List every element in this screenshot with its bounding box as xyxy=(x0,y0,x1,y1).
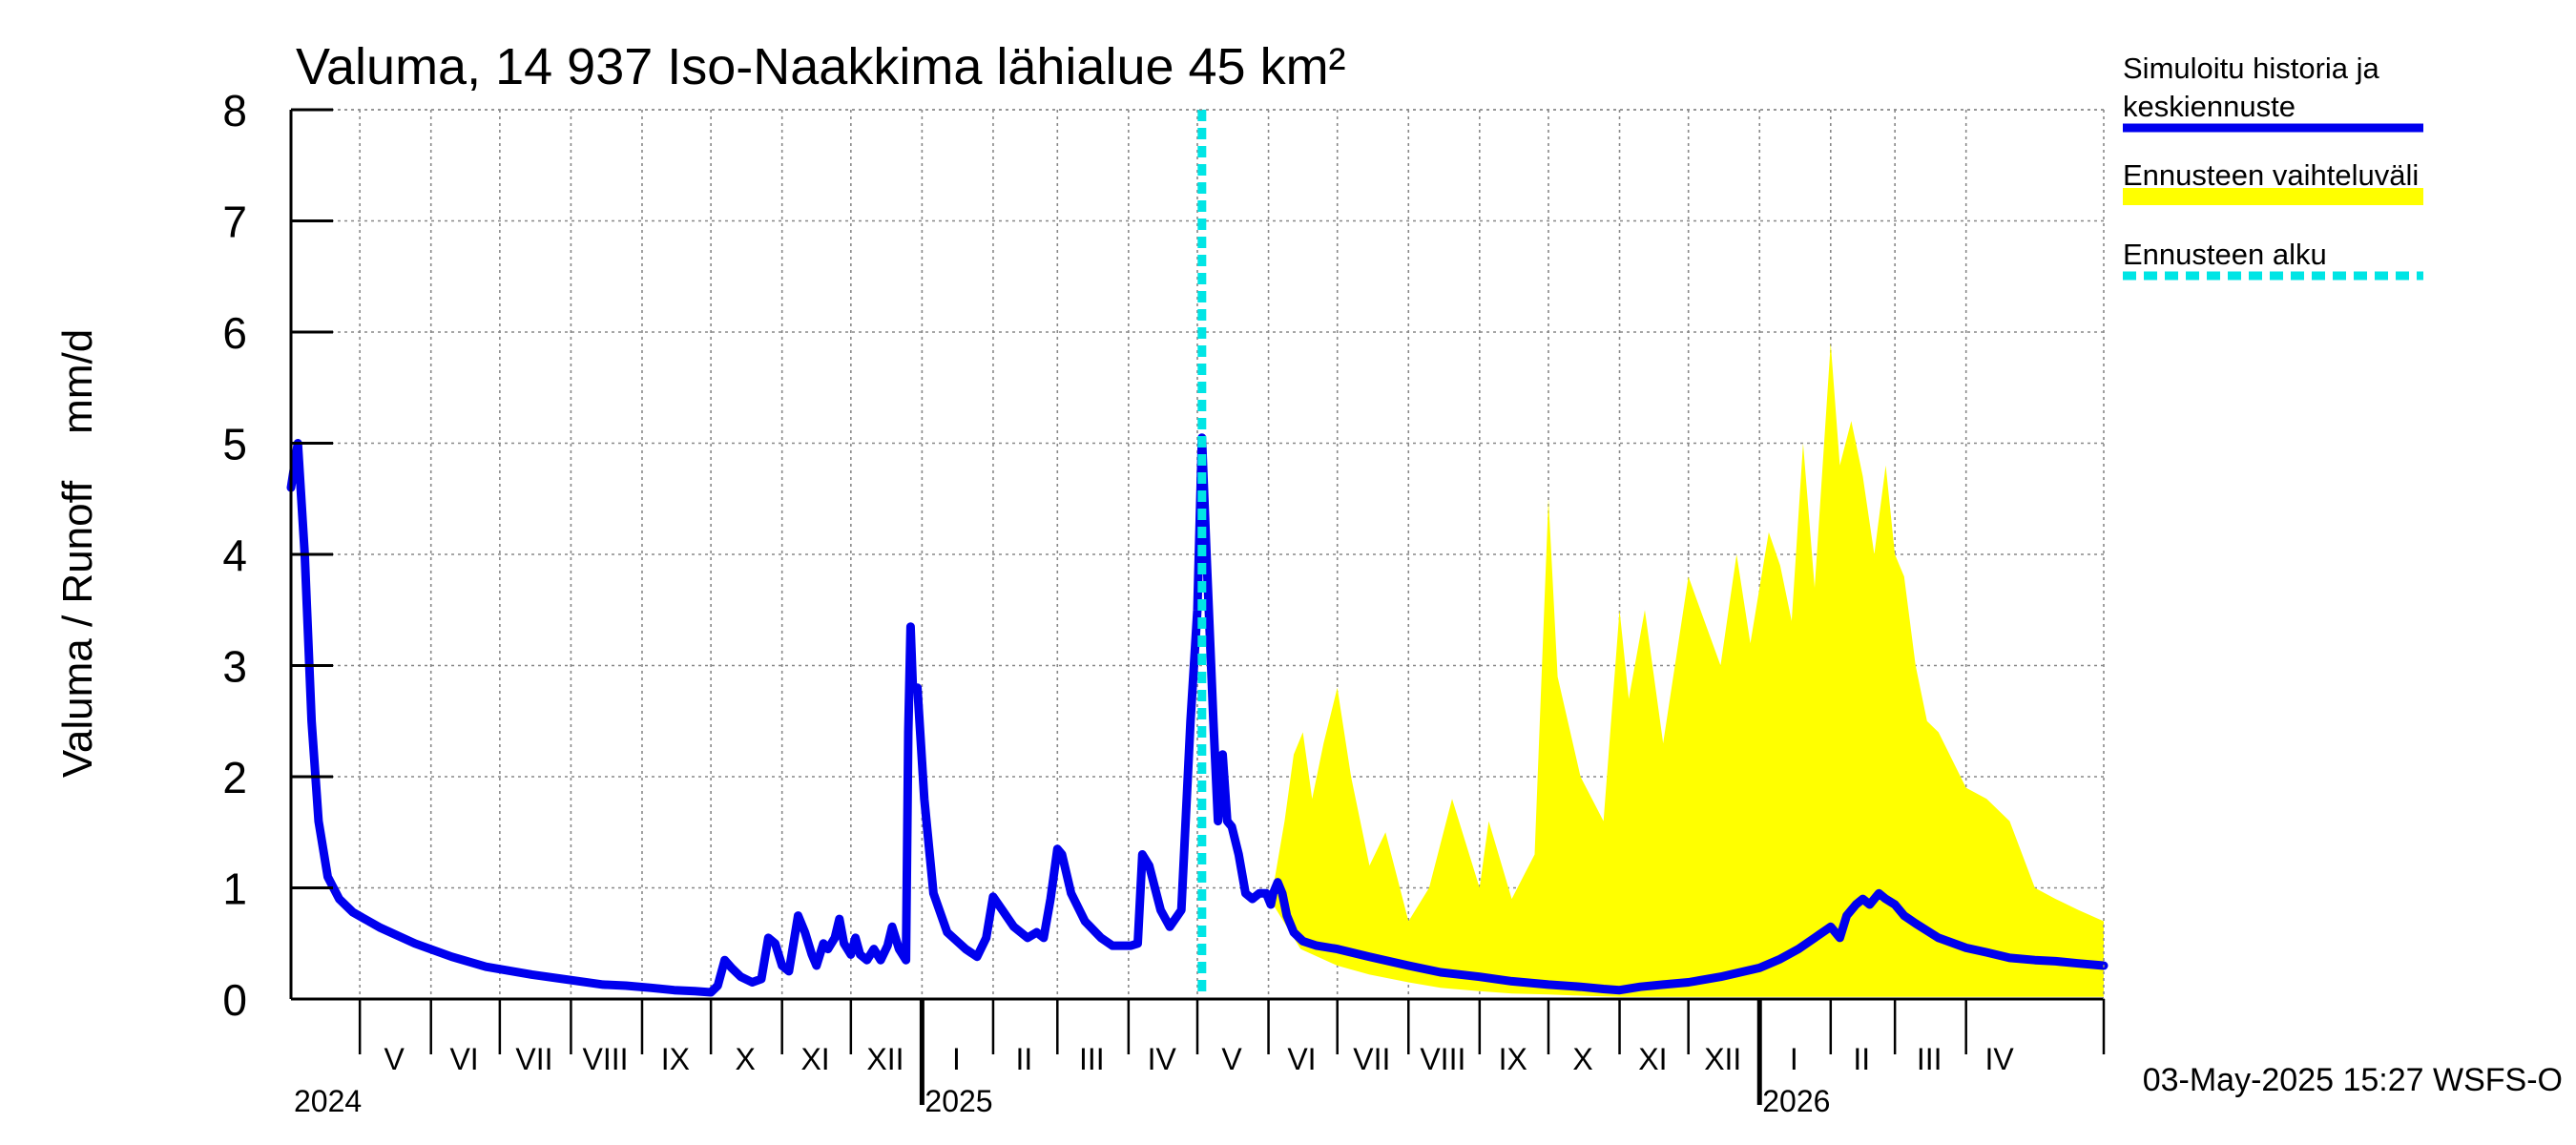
forecast-range-band xyxy=(1273,343,2104,997)
simulated-runoff-line xyxy=(286,433,2109,997)
forecast-range-area xyxy=(1273,343,2104,997)
month-label: XII xyxy=(1704,1042,1741,1076)
month-label: III xyxy=(1079,1042,1105,1076)
month-label: VIII xyxy=(582,1042,628,1076)
legend-label: Ennusteen vaihteluväli xyxy=(2123,158,2419,192)
y-tick-label: 1 xyxy=(222,864,247,914)
month-label: X xyxy=(1572,1042,1592,1076)
y-tick-label: 4 xyxy=(222,531,247,580)
y-tick-label: 5 xyxy=(222,420,247,469)
month-label: XI xyxy=(800,1042,829,1076)
timestamp-label: 03-May-2025 15:27 WSFS-O xyxy=(2143,1062,2563,1098)
month-label: VII xyxy=(1353,1042,1390,1076)
month-label: II xyxy=(1853,1042,1870,1076)
month-label: XI xyxy=(1638,1042,1667,1076)
y-tick-label: 3 xyxy=(222,642,247,692)
y-tick-label: 7 xyxy=(222,198,247,247)
y-axis: 0 1 2 3 4 5 6 7 8 xyxy=(222,86,333,1025)
month-label: II xyxy=(1016,1042,1033,1076)
month-label: VI xyxy=(449,1042,478,1076)
legend: Simuloitu historia ja keskiennuste Ennuste… xyxy=(2123,52,2423,281)
month-label: X xyxy=(736,1042,756,1076)
series-lines xyxy=(286,110,2109,999)
month-label: VI xyxy=(1287,1042,1316,1076)
x-axis: V VI VII VIII IX X XI XII I II III IV V VI VII VIII IX X X… xyxy=(294,999,2106,1118)
legend-label: keskiennuste xyxy=(2123,90,2296,123)
month-label: I xyxy=(1790,1042,1798,1076)
chart-title: Valuma, 14 937 Iso-Naakkima lähialue 45 … xyxy=(296,38,1346,95)
month-label: VII xyxy=(515,1042,552,1076)
month-label: V xyxy=(384,1042,405,1076)
month-label: IX xyxy=(661,1042,690,1076)
y-tick-label: 2 xyxy=(222,753,247,802)
month-label: III xyxy=(1917,1042,1942,1076)
month-label: I xyxy=(952,1042,961,1076)
year-label: 2025 xyxy=(924,1084,992,1118)
month-label: V xyxy=(1221,1042,1242,1076)
month-label: IV xyxy=(1148,1042,1177,1076)
y-tick-label: 6 xyxy=(222,308,247,358)
month-label: IX xyxy=(1499,1042,1527,1076)
y-tick-label: 8 xyxy=(222,86,247,135)
legend-swatch-band xyxy=(2123,188,2423,205)
year-label: 2026 xyxy=(1762,1084,1830,1118)
legend-label: Ennusteen alku xyxy=(2123,238,2327,271)
year-label: 2024 xyxy=(294,1084,362,1118)
month-label: VIII xyxy=(1420,1042,1465,1076)
month-label: XII xyxy=(866,1042,904,1076)
y-tick-label: 0 xyxy=(222,975,247,1025)
y-axis-label: Valuma / Runoff mm/d xyxy=(54,329,101,778)
month-label: IV xyxy=(1984,1042,2014,1076)
legend-label: Simuloitu historia ja xyxy=(2123,52,2380,85)
